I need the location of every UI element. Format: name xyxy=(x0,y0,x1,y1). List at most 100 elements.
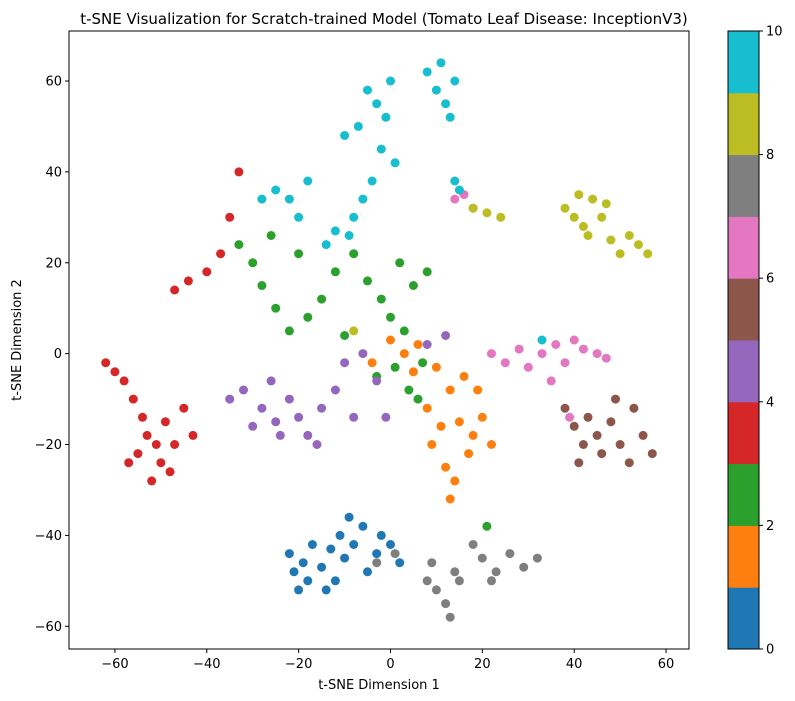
data-point-class-9 xyxy=(441,99,451,109)
data-point-class-6 xyxy=(537,349,547,359)
data-point-class-9 xyxy=(294,212,304,222)
data-point-class-3 xyxy=(138,412,147,422)
data-point-class-6 xyxy=(487,349,496,359)
data-point-class-8 xyxy=(560,203,570,213)
colorbar-segment xyxy=(728,92,759,156)
data-point-class-7 xyxy=(450,567,460,577)
colorbar-segment xyxy=(728,278,759,341)
data-point-class-3 xyxy=(124,458,134,468)
data-point-class-9 xyxy=(330,226,340,236)
data-point-class-4 xyxy=(248,421,258,431)
data-point-class-2 xyxy=(284,326,294,336)
data-point-class-9 xyxy=(271,185,281,195)
data-point-class-3 xyxy=(160,417,170,427)
data-point-class-4 xyxy=(225,394,235,404)
x-axis: −60 −40 −20 0 20 40 60 xyxy=(101,649,674,672)
data-point-class-3 xyxy=(142,430,152,440)
colorbar-segment xyxy=(728,340,759,403)
data-point-class-5 xyxy=(578,440,588,449)
data-point-class-9 xyxy=(431,85,441,95)
data-point-class-0 xyxy=(340,553,350,563)
colorbar-tick-label: 4 xyxy=(766,395,774,410)
data-point-class-9 xyxy=(358,194,368,204)
data-point-class-3 xyxy=(183,276,193,286)
y-axis-label: t-SNE Dimension 2 xyxy=(10,279,25,401)
data-point-class-9 xyxy=(284,194,294,204)
x-axis-label: t-SNE Dimension 1 xyxy=(318,678,440,693)
data-point-class-0 xyxy=(335,530,345,540)
data-point-class-5 xyxy=(615,440,625,449)
colorbar-segment xyxy=(728,31,759,94)
data-point-class-3 xyxy=(147,476,157,486)
data-point-class-0 xyxy=(344,512,354,522)
data-point-class-1 xyxy=(431,362,441,372)
data-point-class-0 xyxy=(330,576,340,586)
data-point-class-0 xyxy=(321,585,331,595)
x-tick-label: −40 xyxy=(193,657,220,672)
data-point-class-8 xyxy=(569,212,579,222)
data-point-class-9 xyxy=(450,176,460,186)
data-point-class-8 xyxy=(482,208,492,218)
data-point-class-2 xyxy=(390,362,400,372)
data-point-class-9 xyxy=(363,85,372,95)
data-point-class-9 xyxy=(372,99,382,109)
data-point-class-7 xyxy=(468,540,478,549)
data-point-class-1 xyxy=(441,462,451,472)
data-point-class-0 xyxy=(376,530,386,540)
data-point-class-6 xyxy=(523,362,533,372)
data-point-class-2 xyxy=(349,249,359,259)
colorbar: 0 2 4 6 8 10 xyxy=(727,25,783,658)
data-point-class-4 xyxy=(349,412,359,422)
data-point-class-4 xyxy=(257,403,267,413)
data-point-class-2 xyxy=(266,231,276,240)
data-point-class-1 xyxy=(399,349,409,359)
colorbar-tick-label: 10 xyxy=(766,25,783,40)
data-point-class-0 xyxy=(358,521,368,531)
colorbar-segment xyxy=(728,587,759,650)
data-point-class-8 xyxy=(588,194,598,204)
data-point-class-2 xyxy=(271,303,281,313)
data-point-class-5 xyxy=(624,458,634,468)
data-point-class-6 xyxy=(592,349,602,359)
x-tick-label: −60 xyxy=(101,657,128,672)
data-point-class-2 xyxy=(386,312,395,322)
data-point-class-7 xyxy=(519,562,529,572)
data-point-class-7 xyxy=(390,549,400,559)
data-point-class-9 xyxy=(349,212,359,222)
data-point-class-5 xyxy=(583,412,593,422)
data-point-class-7 xyxy=(491,567,501,577)
data-point-class-2 xyxy=(294,249,304,259)
y-tick-label: 20 xyxy=(45,256,62,271)
colorbar-segment xyxy=(728,463,759,526)
data-point-class-3 xyxy=(225,212,235,222)
y-tick-label: 0 xyxy=(54,347,62,362)
data-point-class-2 xyxy=(482,521,492,531)
data-point-class-9 xyxy=(450,76,460,86)
data-point-class-9 xyxy=(445,112,455,122)
x-tick-label: 60 xyxy=(658,657,675,672)
data-point-class-1 xyxy=(386,335,395,345)
colorbar-segment xyxy=(728,525,759,588)
chart-title: t-SNE Visualization for Scratch-trained … xyxy=(80,10,688,28)
data-point-class-1 xyxy=(454,417,464,427)
data-point-class-4 xyxy=(239,385,248,395)
data-point-class-3 xyxy=(179,403,189,413)
data-point-class-3 xyxy=(202,267,212,277)
data-point-class-1 xyxy=(450,476,460,486)
data-point-class-4 xyxy=(266,376,276,386)
data-point-class-3 xyxy=(188,430,198,440)
y-axis: −60 −40 −20 0 20 40 60 xyxy=(35,74,69,635)
data-point-class-4 xyxy=(422,340,432,349)
data-point-class-5 xyxy=(592,430,602,440)
data-point-class-1 xyxy=(473,385,483,395)
data-point-class-1 xyxy=(408,367,418,377)
data-point-class-6 xyxy=(565,412,575,422)
data-point-class-2 xyxy=(234,240,244,250)
data-point-class-2 xyxy=(317,294,327,304)
data-point-class-8 xyxy=(643,249,653,259)
x-tick-label: 20 xyxy=(474,657,491,672)
data-point-class-7 xyxy=(372,558,382,568)
data-point-class-8 xyxy=(634,240,643,250)
